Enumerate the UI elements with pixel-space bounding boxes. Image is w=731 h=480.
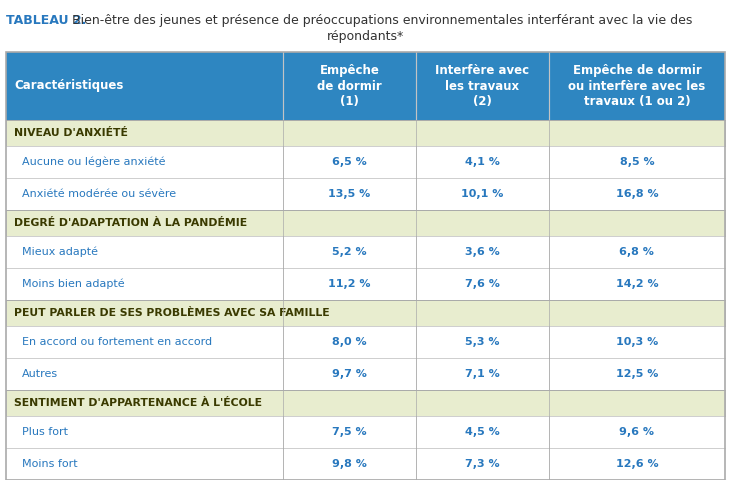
Text: TABLEAU 2.: TABLEAU 2. xyxy=(6,14,86,27)
Text: Caractéristiques: Caractéristiques xyxy=(14,80,124,93)
Text: 7,5 %: 7,5 % xyxy=(332,427,367,437)
Text: 5,2 %: 5,2 % xyxy=(332,247,367,257)
Text: NIVEAU D'ANXIÉTÉ: NIVEAU D'ANXIÉTÉ xyxy=(14,128,128,138)
Text: Empêche
de dormir
(1): Empêche de dormir (1) xyxy=(317,64,382,108)
Bar xyxy=(6,326,725,358)
Text: Aucune ou légère anxiété: Aucune ou légère anxiété xyxy=(22,157,165,167)
Bar xyxy=(6,120,725,146)
Text: En accord ou fortement en accord: En accord ou fortement en accord xyxy=(22,337,212,347)
Text: 4,5 %: 4,5 % xyxy=(465,427,500,437)
Bar xyxy=(6,416,725,448)
Text: 13,5 %: 13,5 % xyxy=(328,189,371,199)
Text: Interfère avec
les travaux
(2): Interfère avec les travaux (2) xyxy=(435,64,529,108)
Text: 6,8 %: 6,8 % xyxy=(619,247,654,257)
Text: Mieux adapté: Mieux adapté xyxy=(22,247,98,257)
Text: 12,6 %: 12,6 % xyxy=(616,459,658,469)
Text: Empêche de dormir
ou interfère avec les
travaux (1 ou 2): Empêche de dormir ou interfère avec les … xyxy=(568,64,705,108)
Text: 14,2 %: 14,2 % xyxy=(616,279,658,289)
Text: 12,5 %: 12,5 % xyxy=(616,369,658,379)
Text: 10,3 %: 10,3 % xyxy=(616,337,658,347)
Text: PEUT PARLER DE SES PROBLÈMES AVEC SA FAMILLE: PEUT PARLER DE SES PROBLÈMES AVEC SA FAM… xyxy=(14,308,330,318)
Bar xyxy=(6,146,725,178)
Text: 6,5 %: 6,5 % xyxy=(332,157,367,167)
Text: 9,8 %: 9,8 % xyxy=(332,459,367,469)
Text: 4,1 %: 4,1 % xyxy=(465,157,500,167)
Text: 3,6 %: 3,6 % xyxy=(465,247,500,257)
Text: Anxiété modérée ou sévère: Anxiété modérée ou sévère xyxy=(22,189,176,199)
Text: 7,6 %: 7,6 % xyxy=(465,279,500,289)
Bar xyxy=(6,178,725,210)
Bar xyxy=(6,390,725,416)
Bar xyxy=(6,358,725,390)
Bar xyxy=(6,268,725,300)
Text: Autres: Autres xyxy=(22,369,58,379)
Text: 8,5 %: 8,5 % xyxy=(620,157,654,167)
Text: Moins bien adapté: Moins bien adapté xyxy=(22,279,124,289)
Text: répondants*: répondants* xyxy=(327,30,404,43)
Text: 7,3 %: 7,3 % xyxy=(465,459,500,469)
Text: 11,2 %: 11,2 % xyxy=(328,279,371,289)
Bar xyxy=(6,448,725,480)
Bar xyxy=(6,236,725,268)
Text: Plus fort: Plus fort xyxy=(22,427,68,437)
Text: 5,3 %: 5,3 % xyxy=(465,337,499,347)
Text: DEGRÉ D'ADAPTATION À LA PANDÉMIE: DEGRÉ D'ADAPTATION À LA PANDÉMIE xyxy=(14,218,247,228)
Text: 9,6 %: 9,6 % xyxy=(619,427,654,437)
Text: 7,1 %: 7,1 % xyxy=(465,369,500,379)
Bar xyxy=(6,52,725,480)
Bar xyxy=(6,300,725,326)
Text: 16,8 %: 16,8 % xyxy=(616,189,658,199)
Bar xyxy=(6,52,725,120)
Text: 10,1 %: 10,1 % xyxy=(461,189,504,199)
Text: 8,0 %: 8,0 % xyxy=(332,337,367,347)
Text: SENTIMENT D'APPARTENANCE À L'ÉCOLE: SENTIMENT D'APPARTENANCE À L'ÉCOLE xyxy=(14,398,262,408)
Text: 9,7 %: 9,7 % xyxy=(332,369,367,379)
Bar xyxy=(6,210,725,236)
Text: Bien-être des jeunes et présence de préoccupations environnementales interférant: Bien-être des jeunes et présence de préo… xyxy=(68,14,692,27)
Text: Moins fort: Moins fort xyxy=(22,459,77,469)
